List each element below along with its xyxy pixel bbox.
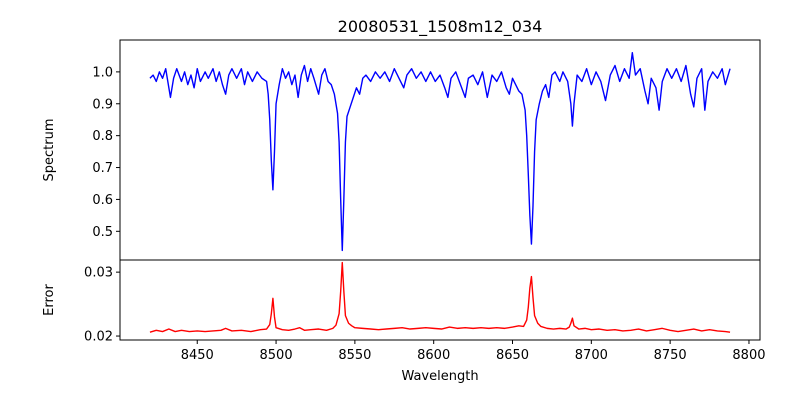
y-tick-label: 1.0 — [92, 65, 113, 80]
x-axis-label: Wavelength — [401, 369, 478, 384]
spectrum-line — [149, 52, 731, 252]
x-tick-label: 8750 — [654, 348, 687, 363]
y-tick-label: 0.03 — [84, 266, 113, 281]
y-axis-label-error: Error — [42, 284, 57, 316]
x-tick-label: 8650 — [496, 348, 529, 363]
error-line — [149, 261, 731, 333]
x-tick-label: 8550 — [338, 348, 371, 363]
x-tick-label: 8500 — [260, 348, 293, 363]
axes-frame — [119, 39, 761, 261]
x-tick-label: 8600 — [417, 348, 450, 363]
y-axis-label-spectrum: Spectrum — [42, 119, 57, 182]
x-tick-label: 8450 — [181, 348, 214, 363]
x-tick-label: 8800 — [732, 348, 765, 363]
y-tick-label: 0.02 — [84, 330, 113, 345]
error-panel: 0.02 0.03 8450 8500 8550 8600 8650 8700 8750 8800 — [84, 259, 766, 363]
y-tick-label: 0.7 — [92, 161, 113, 176]
spectrum-panel: 0.5 0.6 0.7 0.8 0.9 1.0 — [92, 39, 761, 261]
y-tick-label: 0.9 — [92, 97, 113, 112]
chart-title: 20080531_1508m12_034 — [338, 17, 543, 37]
y-tick-label: 0.5 — [92, 225, 113, 240]
axes-frame — [119, 259, 761, 341]
x-tick-label: 8700 — [575, 348, 608, 363]
y-tick-label: 0.8 — [92, 129, 113, 144]
y-tick-label: 0.6 — [92, 193, 113, 208]
